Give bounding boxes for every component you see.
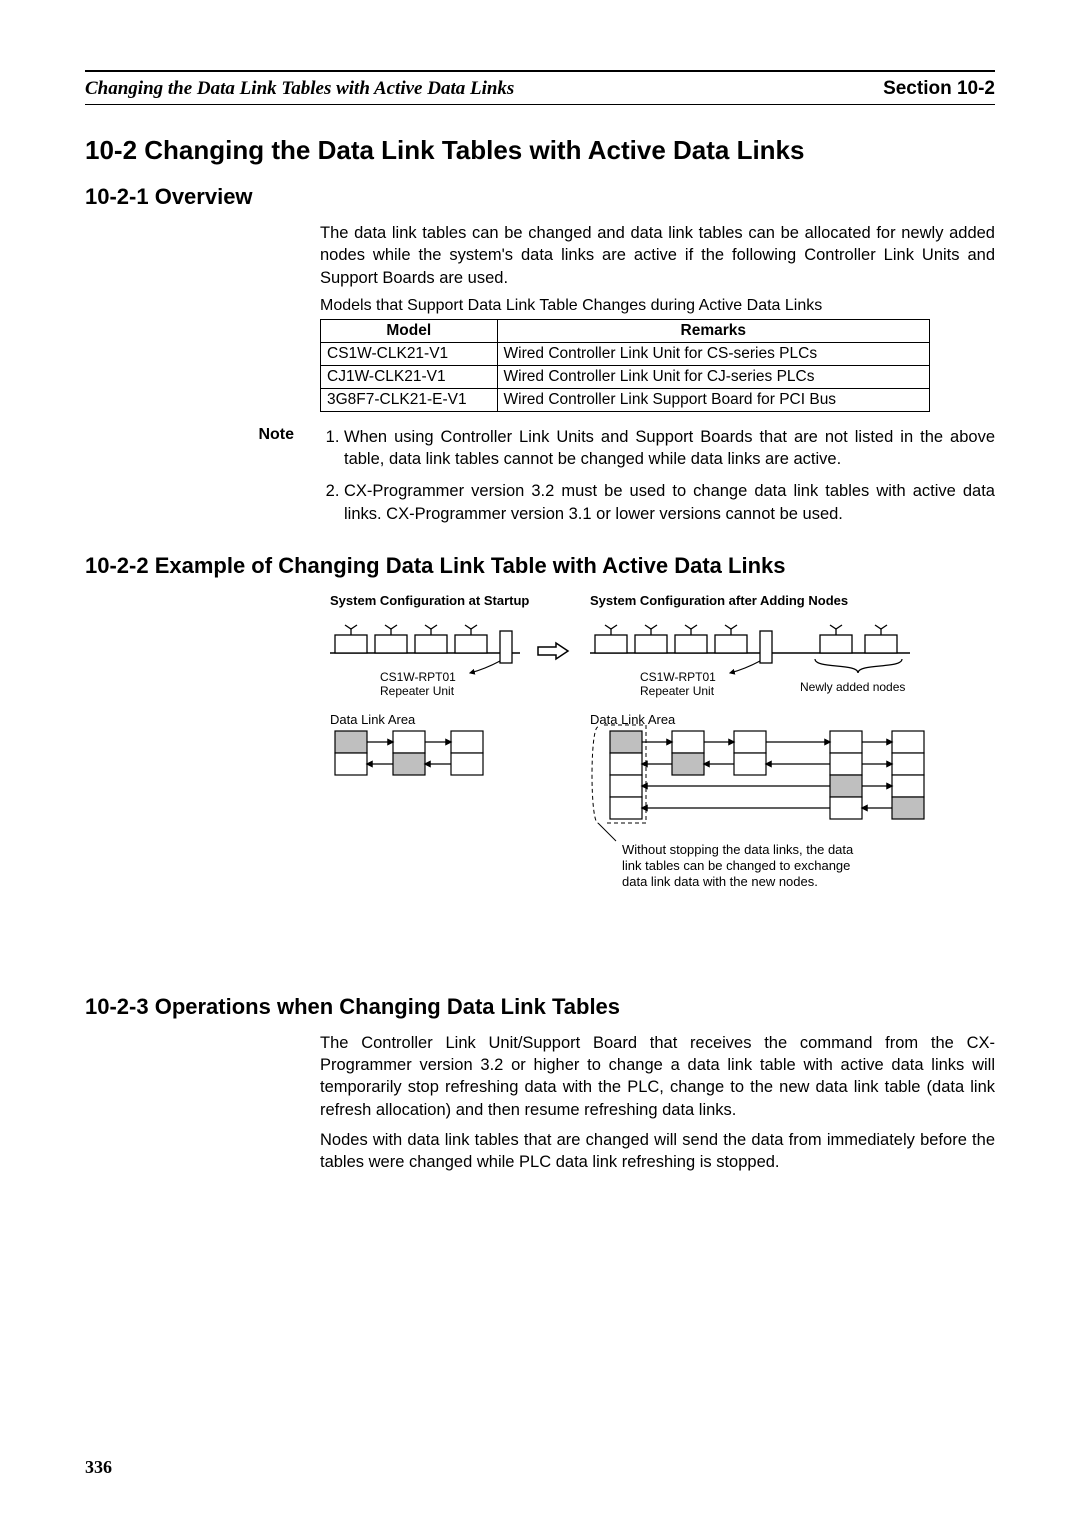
rep-l1-left: CS1W-RPT01	[380, 670, 456, 684]
diag-cap-2: link tables can be changed to exchange	[622, 858, 850, 873]
th-remarks: Remarks	[497, 319, 929, 342]
rep-l2-left: Repeater Unit	[380, 684, 455, 698]
table-header-row: Model Remarks	[321, 319, 930, 342]
top-rule	[85, 70, 995, 72]
model-table: Model Remarks CS1W-CLK21-V1 Wired Contro…	[320, 319, 930, 412]
table-row: 3G8F7-CLK21-E-V1 Wired Controller Link S…	[321, 388, 930, 411]
subsection-10-2-3-heading: 10-2-3 Operations when Changing Data Lin…	[85, 994, 995, 1020]
p-10-2-3-2: Nodes with data link tables that are cha…	[320, 1129, 995, 1174]
td-model: 3G8F7-CLK21-E-V1	[321, 388, 498, 411]
rep-l1-right: CS1W-RPT01	[640, 670, 716, 684]
running-header: Changing the Data Link Tables with Activ…	[85, 78, 995, 105]
diag-left-title: System Configuration at Startup	[330, 593, 529, 608]
table-row: CS1W-CLK21-V1 Wired Controller Link Unit…	[321, 342, 930, 365]
p-overview-1: The data link tables can be changed and …	[320, 222, 995, 289]
right-datalink	[592, 725, 924, 841]
note-item-1: When using Controller Link Units and Sup…	[344, 426, 995, 471]
running-header-left: Changing the Data Link Tables with Activ…	[85, 78, 514, 100]
body-10-2-1: The data link tables can be changed and …	[320, 222, 995, 289]
table-row: CJ1W-CLK21-V1 Wired Controller Link Unit…	[321, 365, 930, 388]
td-model: CS1W-CLK21-V1	[321, 342, 498, 365]
th-model: Model	[321, 319, 498, 342]
rep-l2-right: Repeater Unit	[640, 684, 715, 698]
table-caption: Models that Support Data Link Table Chan…	[320, 297, 995, 315]
note-item-2: CX-Programmer version 3.2 must be used t…	[344, 480, 995, 525]
td-remarks: Wired Controller Link Unit for CJ-series…	[497, 365, 929, 388]
diag-cap-1: Without stopping the data links, the dat…	[622, 842, 854, 857]
page-number: 336	[85, 1457, 112, 1478]
td-model: CJ1W-CLK21-V1	[321, 365, 498, 388]
note-items: When using Controller Link Units and Sup…	[320, 426, 995, 535]
body-10-2-3: The Controller Link Unit/Support Board t…	[320, 1032, 995, 1174]
td-remarks: Wired Controller Link Unit for CS-series…	[497, 342, 929, 365]
diag-right-title: System Configuration after Adding Nodes	[590, 593, 848, 608]
after-bus: Newly added nodes CS1W-RPT01 Repeater Un…	[590, 625, 910, 698]
subsection-10-2-1-heading: 10-2-1 Overview	[85, 184, 995, 210]
running-header-right: Section 10-2	[883, 78, 995, 100]
subsection-10-2-2-heading: 10-2-2 Example of Changing Data Link Tab…	[85, 553, 995, 579]
section-title: 10-2 Changing the Data Link Tables with …	[85, 135, 995, 166]
area-left-label: Data Link Area	[330, 712, 416, 727]
startup-bus: CS1W-RPT01 Repeater Unit	[330, 625, 520, 698]
left-datalink	[335, 731, 483, 775]
note-label: Note	[85, 426, 320, 535]
diag-cap-3: data link data with the new nodes.	[622, 874, 818, 889]
diagram-10-2-2: System Configuration at Startup System C…	[320, 591, 995, 976]
config-diagram-svg: System Configuration at Startup System C…	[320, 591, 960, 971]
p-10-2-3-1: The Controller Link Unit/Support Board t…	[320, 1032, 995, 1121]
note-block: Note When using Controller Link Units an…	[85, 426, 995, 535]
page: Changing the Data Link Tables with Activ…	[0, 0, 1080, 1528]
big-arrow-icon	[538, 643, 568, 659]
new-nodes-label: Newly added nodes	[800, 680, 905, 694]
td-remarks: Wired Controller Link Support Board for …	[497, 388, 929, 411]
